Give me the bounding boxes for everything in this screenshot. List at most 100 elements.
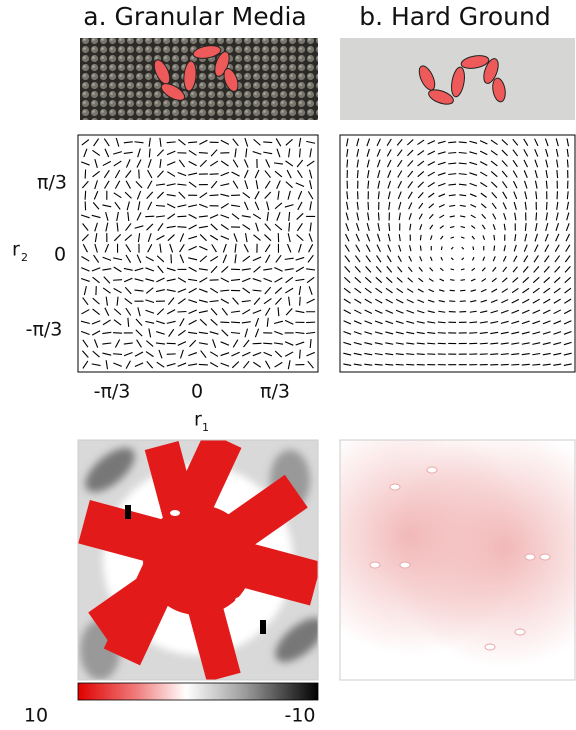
colorbar-label: 10 <box>24 705 48 727</box>
field-arrow <box>396 299 403 303</box>
field-arrow <box>275 362 283 367</box>
field-arrow <box>263 152 272 154</box>
field-arrow <box>298 202 302 210</box>
field-arrow <box>396 321 404 323</box>
field-arrow <box>200 256 207 262</box>
field-arrow <box>441 257 443 260</box>
field-arrow <box>180 350 183 359</box>
field-arrow <box>275 203 282 209</box>
field-frame <box>340 135 575 372</box>
field-arrow <box>149 138 150 147</box>
field-arrow <box>148 181 152 189</box>
field-arrow <box>81 257 89 262</box>
field-arrow <box>178 139 185 145</box>
field-arrow <box>178 172 186 175</box>
field-arrow <box>188 279 197 280</box>
field-arrow <box>502 181 507 188</box>
field-arrow <box>308 361 314 368</box>
field-arrow <box>138 149 141 158</box>
field-arrow <box>482 279 486 282</box>
field-arrow <box>345 266 350 272</box>
field-arrow <box>199 278 207 283</box>
field-arrow <box>138 201 140 210</box>
field-arrow <box>439 194 445 197</box>
field-arrow <box>343 353 351 355</box>
field-arrow <box>544 277 550 282</box>
field-arrow <box>418 151 424 156</box>
field-arrow <box>128 212 129 221</box>
field-arrow <box>289 297 290 306</box>
field-arrow <box>93 171 100 177</box>
field-arrow <box>553 364 561 365</box>
field-arrow <box>480 183 487 187</box>
field-arrow <box>167 184 176 186</box>
field-arrow <box>210 195 219 196</box>
field-arrow <box>556 213 558 221</box>
field-arrow <box>95 244 98 253</box>
field-arrow <box>554 277 560 282</box>
field-arrow <box>103 320 111 325</box>
field-arrow <box>113 258 122 260</box>
field-arrow <box>106 212 108 221</box>
field-arrow <box>396 310 403 313</box>
field-arrow <box>543 353 551 354</box>
field-arrow <box>146 341 153 347</box>
field-arrow <box>147 361 153 368</box>
field-arrow <box>212 244 217 252</box>
field-arrow <box>564 353 572 355</box>
field-arrow <box>543 321 550 324</box>
field-arrow <box>126 308 131 316</box>
field-arrow <box>523 266 528 272</box>
field-arrow <box>148 202 152 210</box>
field-arrow <box>459 195 466 196</box>
field-arrow <box>428 193 434 197</box>
field-arrow <box>189 246 197 250</box>
field-arrow <box>167 321 176 323</box>
field-arrow <box>310 223 311 232</box>
field-arrow <box>156 235 164 239</box>
field-arrow <box>295 279 304 280</box>
field-arrow <box>221 161 228 166</box>
field-arrow <box>491 151 497 156</box>
field-arrow <box>462 258 464 260</box>
field-arrow <box>430 235 432 239</box>
field-arrow <box>567 138 569 146</box>
field-arrow <box>178 278 186 283</box>
field-arrow <box>428 162 435 166</box>
field-arrow <box>308 255 313 262</box>
field-arrow <box>105 244 108 252</box>
field-arrow <box>365 299 372 303</box>
field-arrow <box>418 300 424 303</box>
field-arrow <box>178 363 186 366</box>
field-arrow <box>255 329 258 337</box>
field-arrow <box>310 148 311 157</box>
field-arrow <box>410 224 411 230</box>
field-arrow <box>277 181 281 189</box>
field-arrow <box>564 310 571 314</box>
field-arrow <box>113 363 121 366</box>
field-arrow <box>534 255 538 262</box>
field-arrow <box>535 234 537 242</box>
field-arrow <box>481 193 487 197</box>
field-arrow <box>159 350 162 358</box>
field-arrow <box>180 233 183 241</box>
field-arrow <box>157 150 163 156</box>
field-arrow <box>511 354 519 355</box>
field-arrow <box>83 298 88 305</box>
field-arrow <box>275 298 281 305</box>
field-arrow <box>103 288 110 293</box>
field-arrow <box>253 362 260 367</box>
field-arrow <box>565 256 570 262</box>
field-arrow <box>347 159 348 167</box>
field-arrow <box>231 311 240 312</box>
field-arrow <box>126 255 131 263</box>
field-arrow <box>545 245 549 252</box>
field-arrow <box>199 140 207 144</box>
field-arrow <box>157 362 164 367</box>
field-arrow <box>285 352 293 356</box>
field-arrow <box>451 247 453 249</box>
field-arrow <box>355 277 361 282</box>
field-arrow <box>288 360 290 369</box>
field-arrow <box>117 297 118 306</box>
field-arrow <box>178 330 185 335</box>
